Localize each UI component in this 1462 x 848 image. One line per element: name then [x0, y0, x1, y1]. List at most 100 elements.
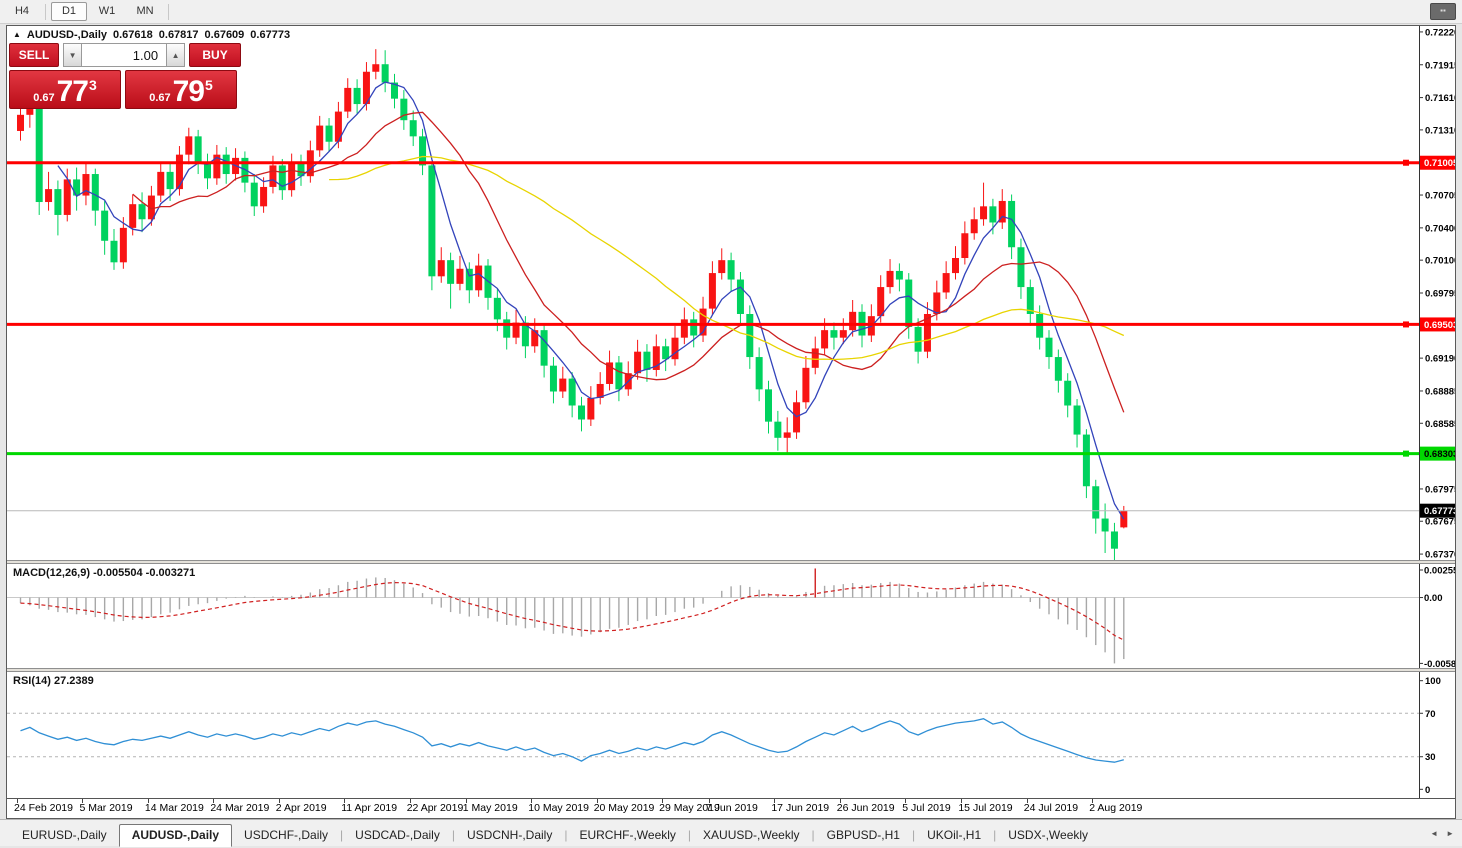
rsi-plot-area[interactable] [7, 672, 1419, 798]
timeframe-button-d1[interactable]: D1 [51, 2, 87, 21]
volume-decrease-button[interactable]: ▼ [63, 43, 83, 67]
tab-divider: | [911, 828, 916, 842]
buy-price-panel[interactable]: 0.67 79 5 [125, 70, 237, 109]
volume-increase-button[interactable]: ▲ [166, 43, 186, 67]
timeframe-button-w1[interactable]: W1 [98, 5, 116, 17]
time-axis[interactable]: 24 Feb 2019 5 Mar 2019 14 Mar 2019 24 Mar 2… [7, 798, 1455, 818]
candle [606, 362, 614, 384]
candle [213, 154, 221, 179]
tab-usdchf-daily[interactable]: USDCHF-,Daily [244, 828, 329, 842]
candle [419, 136, 427, 166]
tab-usdcnh-daily[interactable]: USDCNH-,Daily [466, 828, 553, 842]
candle [1008, 200, 1016, 248]
hline-handle[interactable] [1403, 321, 1409, 328]
candle [45, 189, 53, 203]
tab-gbpusd-h1[interactable]: GBPUSD-,H1 [826, 828, 900, 842]
candle [166, 171, 174, 190]
ohlc-high: 0.67817 [158, 29, 199, 41]
hline-handle[interactable] [1403, 450, 1409, 457]
candle [362, 71, 370, 105]
tab-audusd-daily[interactable]: AUDUSD-,Daily [118, 824, 233, 847]
candle [447, 260, 455, 284]
panel-splitter[interactable] [7, 668, 1455, 672]
date-tick [531, 799, 533, 803]
candle [540, 330, 548, 366]
candle [428, 165, 436, 277]
candle [17, 114, 24, 131]
price-plot-area[interactable] [7, 26, 1419, 560]
candle [241, 157, 249, 183]
panel-splitter[interactable] [7, 560, 1455, 564]
candle [456, 268, 464, 284]
candle [344, 87, 352, 112]
candle [325, 125, 333, 142]
macd-indicator-panel[interactable]: 0.002553 0.00 -0.005888 MACD(12,26,9) -0.0… [7, 564, 1455, 668]
candle [886, 270, 894, 288]
date-label: 24 Mar 2019 [210, 802, 270, 814]
timeframe-button-mn[interactable]: MN [136, 5, 154, 17]
tab-usdx-weekly[interactable]: USDX-,Weekly [1008, 828, 1089, 842]
tab-xauusd-weekly[interactable]: XAUUSD-,Weekly [703, 828, 800, 842]
candle [129, 204, 137, 228]
volume-input[interactable] [82, 43, 167, 67]
tab-divider: | [564, 828, 568, 842]
rsi-indicator-panel[interactable]: 100 70 30 0 RSI(14) 27.2389 [7, 672, 1455, 798]
macd-plot-area[interactable] [7, 564, 1419, 668]
date-tick [17, 799, 18, 803]
hline-handle[interactable] [1403, 159, 1409, 166]
sell-button[interactable]: SELL [9, 43, 60, 67]
date-tick [278, 799, 280, 803]
candle [1101, 518, 1109, 532]
candle [1054, 357, 1062, 381]
buy-button[interactable]: BUY [189, 43, 241, 67]
candle [708, 273, 716, 309]
candle [521, 322, 529, 347]
toolbar-window-button[interactable]: ▪▪ [1430, 3, 1456, 20]
candle [970, 219, 978, 234]
candle [877, 287, 885, 317]
candle [531, 330, 539, 347]
candle [194, 136, 202, 164]
candle [849, 311, 857, 331]
price-tick-label: 0.70705 [1425, 191, 1455, 202]
candle [1064, 380, 1072, 406]
timeframe-button-h4[interactable]: H4 [14, 5, 30, 17]
candle [269, 165, 277, 187]
candle [297, 163, 305, 177]
candle [381, 64, 389, 83]
candle [998, 200, 1006, 223]
candle [905, 279, 913, 327]
date-label: 2 Aug 2019 [1089, 802, 1143, 814]
tab-scroll-left-icon[interactable]: ◄ [1430, 828, 1439, 838]
date-tick [905, 799, 907, 803]
sell-price-panel[interactable]: 0.67 77 3 [9, 70, 121, 109]
macd-tick-label: 0.00 [1424, 593, 1443, 604]
date-label: 22 Apr 2019 [406, 802, 464, 814]
tab-usdcad-daily[interactable]: USDCAD-,Daily [355, 828, 440, 842]
candle [839, 330, 847, 338]
tab-eurchf-weekly[interactable]: EURCHF-,Weekly [579, 828, 676, 842]
candle [465, 268, 473, 291]
rsi-axis[interactable]: 100 70 30 0 [1419, 672, 1455, 798]
date-tick [82, 799, 84, 803]
candle [699, 308, 707, 336]
tab-eurusd-daily[interactable]: EURUSD-,Daily [22, 828, 107, 842]
candle [493, 297, 501, 320]
macd-axis[interactable]: 0.002553 0.00 -0.005888 [1419, 564, 1455, 668]
tab-ukoil-h1[interactable]: UKOil-,H1 [927, 828, 982, 842]
date-label: 2 Apr 2019 [275, 802, 327, 814]
price-tick-label: 0.68585 [1425, 419, 1455, 430]
candle [895, 270, 903, 280]
candle [980, 206, 988, 220]
candle [138, 204, 146, 220]
ohlc-low: 0.67609 [204, 29, 245, 41]
candle [652, 346, 660, 370]
tab-scroll-right-icon[interactable]: ► [1446, 828, 1454, 838]
candle [503, 319, 511, 338]
